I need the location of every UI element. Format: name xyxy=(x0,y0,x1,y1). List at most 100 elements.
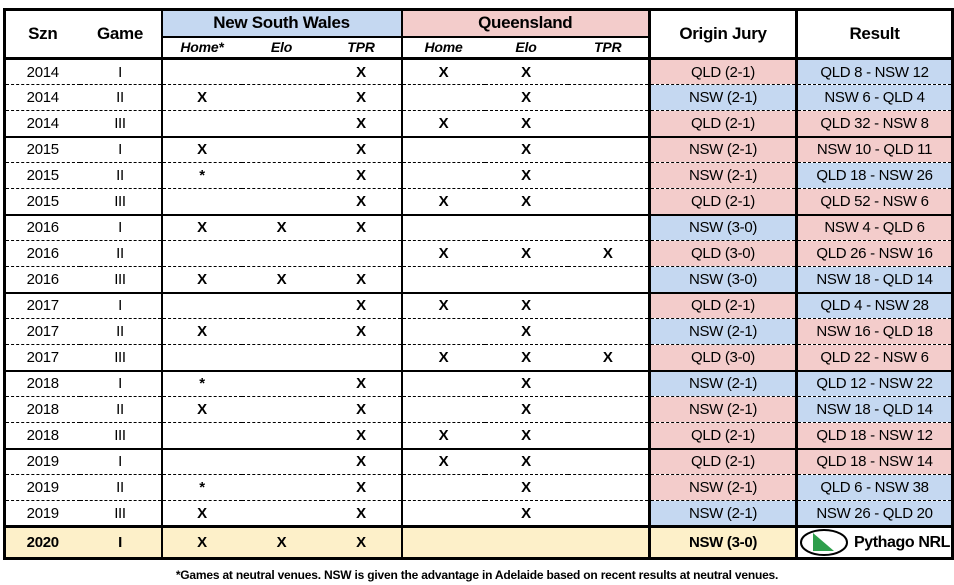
result-cell: NSW 16 - QLD 18 xyxy=(796,318,953,345)
qld-tpr-cell xyxy=(567,162,652,189)
qld-tpr-cell: X xyxy=(567,344,652,371)
qld-tpr-cell xyxy=(567,58,652,85)
table-row: 2017 I X X X QLD (2-1) QLD 4 - NSW 28 xyxy=(4,291,953,319)
nsw-tpr-cell: X xyxy=(321,110,403,137)
qld-home-cell: X xyxy=(401,344,485,371)
qld-home-cell xyxy=(401,500,485,527)
nsw-elo-cell xyxy=(241,500,322,527)
nsw-elo-cell xyxy=(241,318,322,345)
table-row: 2019 II * X X NSW (2-1) QLD 6 - NSW 38 xyxy=(4,474,953,501)
qld-tpr-cell xyxy=(567,396,652,423)
table-row: 2014 II X X X NSW (2-1) NSW 6 - QLD 4 xyxy=(4,84,953,111)
nsw-tpr-subheader: TPR xyxy=(321,36,403,59)
nsw-tpr-cell xyxy=(321,240,403,267)
qld-home-cell: X xyxy=(401,188,485,215)
qld-home-cell xyxy=(401,369,485,397)
nsw-home-cell: X xyxy=(161,266,242,293)
origin-jury-cell: NSW (2-1) xyxy=(649,369,799,397)
season-cell: 2017 xyxy=(4,344,80,371)
qld-tpr-cell xyxy=(567,291,652,319)
qld-home-cell: X xyxy=(401,110,485,137)
season-cell: 2014 xyxy=(4,84,80,111)
season-cell: 2015 xyxy=(4,188,80,215)
qld-elo-cell xyxy=(484,213,568,241)
origin-jury-cell: QLD (2-1) xyxy=(649,291,799,319)
season-cell: 2015 xyxy=(4,162,80,189)
qld-home-cell: X xyxy=(401,422,485,449)
qld-home-cell: X xyxy=(401,447,485,475)
qld-elo-cell: X xyxy=(484,110,568,137)
result-cell: NSW 18 - QLD 14 xyxy=(796,396,953,423)
nsw-elo-cell xyxy=(241,240,322,267)
qld-home-cell xyxy=(401,266,485,293)
nsw-home-cell xyxy=(161,291,242,319)
nsw-home-cell xyxy=(161,447,242,475)
nsw-tpr-cell: X xyxy=(321,162,403,189)
game-cell: II xyxy=(79,474,163,501)
origin-jury-cell: NSW (2-1) xyxy=(649,474,799,501)
table-row: 2018 I * X X NSW (2-1) QLD 12 - NSW 22 xyxy=(4,369,953,397)
nsw-tpr-cell: X xyxy=(321,422,403,449)
season-cell: 2016 xyxy=(4,240,80,267)
table-row: 2017 III X X X QLD (3-0) QLD 22 - NSW 6 xyxy=(4,344,953,371)
qld-tpr-cell xyxy=(567,110,652,137)
season-cell: 2017 xyxy=(4,291,80,319)
qld-elo-cell: X xyxy=(484,422,568,449)
origin-jury-cell: QLD (3-0) xyxy=(649,240,799,267)
game-cell: III xyxy=(79,422,163,449)
nsw-elo-cell xyxy=(242,59,322,85)
table-header: Szn Game New South Wales Queensland Orig… xyxy=(4,9,953,59)
game-cell: I xyxy=(79,213,163,241)
origin-jury-cell: NSW (3-0) xyxy=(649,266,799,293)
table-row: 2018 III X X X QLD (2-1) QLD 18 - NSW 12 xyxy=(4,422,953,449)
nsw-home-cell: X xyxy=(161,396,242,423)
table-row: 2018 II X X X NSW (2-1) NSW 18 - QLD 14 xyxy=(4,396,953,423)
table-row: 2019 I X X X QLD (2-1) QLD 18 - NSW 14 xyxy=(4,447,953,475)
game-cell: II xyxy=(79,84,163,111)
origin-jury-cell: QLD (2-1) xyxy=(649,58,799,85)
table-row: 2019 III X X X NSW (2-1) NSW 26 - QLD 20 xyxy=(4,500,953,527)
origin-predictions-table: Szn Game New South Wales Queensland Orig… xyxy=(3,8,954,560)
qld-elo-cell: X xyxy=(484,162,568,189)
qld-tpr-cell xyxy=(567,135,652,163)
nsw-tpr-cell: X xyxy=(321,447,403,475)
qld-tpr-subheader: TPR xyxy=(567,36,652,59)
result-cell: Pythago NRL xyxy=(796,525,953,559)
game-cell: I xyxy=(79,447,163,475)
origin-jury-cell: NSW (2-1) xyxy=(649,396,799,423)
nsw-home-cell: X xyxy=(161,318,242,345)
table-row: 2015 I X X X NSW (2-1) NSW 10 - QLD 11 xyxy=(4,135,953,163)
nsw-elo-cell xyxy=(241,162,322,189)
nsw-elo-cell xyxy=(241,110,322,137)
nsw-tpr-cell: X xyxy=(321,318,403,345)
qld-tpr-cell xyxy=(567,318,652,345)
result-cell: NSW 4 - QLD 6 xyxy=(796,213,953,241)
nsw-tpr-cell: X xyxy=(321,291,403,319)
logo-text: Pythago NRL xyxy=(853,533,951,551)
table-row: 2016 III X X X NSW (3-0) NSW 18 - QLD 14 xyxy=(4,266,953,293)
qld-elo-cell: X xyxy=(484,396,568,423)
green-triangle-ellipse-icon xyxy=(799,529,848,556)
nsw-home-cell: X xyxy=(161,213,242,241)
nsw-elo-cell: X xyxy=(241,213,322,241)
origin-jury-cell: QLD (2-1) xyxy=(649,447,799,475)
qld-tpr-cell xyxy=(567,447,652,475)
qld-elo-subheader: Elo xyxy=(515,39,537,56)
qld-tpr-cell xyxy=(567,266,652,293)
game-cell: III xyxy=(79,188,163,215)
nsw-home-subheader: Home* xyxy=(180,39,224,56)
qld-elo-cell: X xyxy=(484,369,568,397)
origin-jury-cell: NSW (2-1) xyxy=(649,162,799,189)
season-cell: 2014 xyxy=(26,63,59,81)
game-cell: III xyxy=(79,500,163,527)
qld-home-cell xyxy=(401,135,485,163)
origin-jury-cell: NSW (2-1) xyxy=(649,500,799,527)
result-cell: NSW 26 - QLD 20 xyxy=(796,500,953,527)
result-cell: QLD 18 - NSW 12 xyxy=(796,422,953,449)
season-cell: 2016 xyxy=(4,266,80,293)
result-cell: QLD 22 - NSW 6 xyxy=(796,344,953,371)
pythago-logo: Pythago NRL xyxy=(798,529,951,558)
game-cell: I xyxy=(79,135,163,163)
qld-group-header: Queensland xyxy=(401,9,652,38)
